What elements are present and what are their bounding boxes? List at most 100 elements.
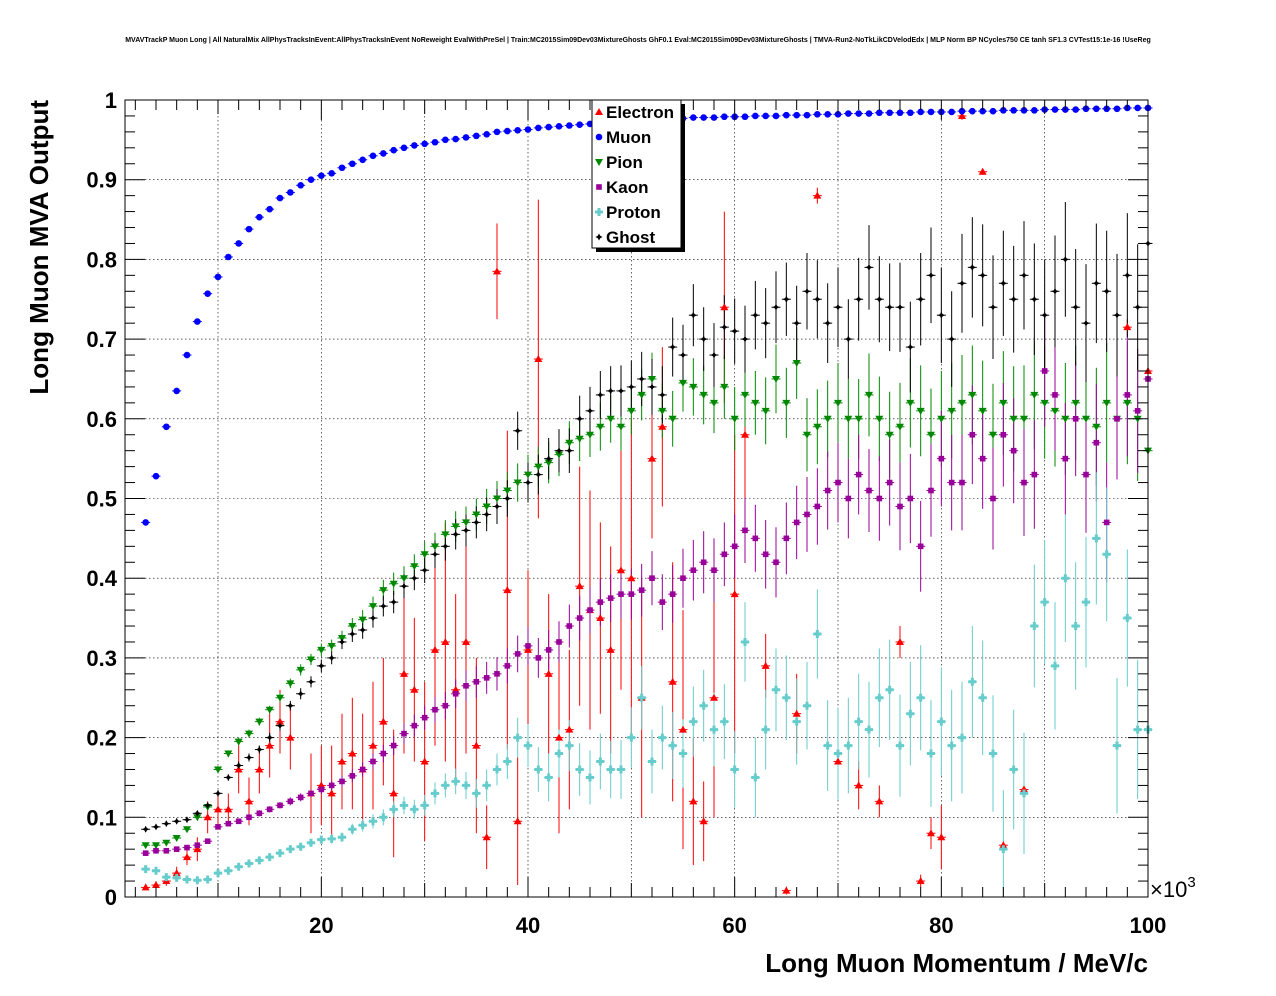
- x-axis-label: Long Muon Momentum / MeV/c: [765, 948, 1148, 978]
- pion-point: [978, 407, 987, 415]
- ghost-point: [462, 526, 470, 534]
- electron-point: [431, 645, 439, 653]
- kaon-point: [494, 671, 500, 677]
- ghost-point: [782, 295, 790, 303]
- proton-point: [472, 789, 481, 798]
- pion-point: [1020, 415, 1028, 423]
- pion-point: [410, 563, 419, 571]
- pion-point: [224, 750, 233, 758]
- kaon-point: [566, 623, 573, 629]
- electron-point: [1020, 785, 1028, 793]
- pion-point: [317, 646, 326, 654]
- kaon-point: [1093, 439, 1100, 446]
- proton-point: [958, 733, 966, 742]
- muon-point: [462, 134, 470, 141]
- pion-point: [1092, 423, 1101, 431]
- muon-point: [555, 123, 563, 130]
- ghost-point: [379, 602, 387, 610]
- ghost-point: [1123, 271, 1131, 279]
- muon-point: [411, 142, 418, 149]
- kaon-point: [690, 567, 697, 574]
- ghost-point: [1041, 311, 1049, 319]
- y-tick-label: 0.7: [86, 327, 117, 352]
- pion-point: [751, 399, 760, 407]
- ghost-point: [555, 447, 563, 455]
- pion-point: [389, 580, 398, 588]
- kaon-point: [752, 535, 759, 542]
- pion-point: [803, 431, 811, 439]
- ghost-point: [142, 825, 150, 833]
- legend-marker-kaon: [596, 184, 602, 190]
- proton-point: [617, 765, 625, 774]
- muon-point: [225, 253, 232, 261]
- ghost-point: [286, 702, 294, 710]
- ghost-point: [1113, 311, 1121, 319]
- pion-point: [896, 423, 904, 431]
- muon-point: [276, 194, 284, 202]
- electron-point: [369, 741, 377, 749]
- proton-point: [193, 876, 202, 885]
- muon-point: [845, 110, 852, 117]
- chart-title: MVAVTrackP Muon Long | All NaturalMix Al…: [125, 37, 1151, 44]
- proton-point: [141, 865, 150, 874]
- kaon-point: [618, 591, 624, 597]
- muon-point: [969, 107, 976, 115]
- pion-point: [327, 642, 336, 650]
- muon-point: [793, 111, 800, 119]
- ghost-point: [204, 801, 212, 809]
- kaon-point: [545, 647, 552, 653]
- ghost-point: [452, 530, 460, 538]
- muon-point: [235, 240, 242, 247]
- muon-point: [493, 128, 501, 136]
- electron-point: [513, 817, 522, 825]
- kaon-point: [204, 838, 211, 845]
- ghost-point: [886, 303, 894, 311]
- proton-point: [844, 741, 853, 750]
- pion-point: [1071, 399, 1080, 407]
- kaon-point: [246, 814, 252, 821]
- electron-point: [679, 725, 687, 733]
- proton-point: [875, 693, 884, 702]
- pion-point: [441, 531, 450, 539]
- proton-point: [823, 741, 832, 750]
- muon-point: [349, 160, 356, 168]
- pion-point: [524, 471, 532, 479]
- muon-point: [989, 107, 997, 115]
- kaon-point: [824, 487, 831, 494]
- axis-ticks: [125, 99, 1149, 898]
- pion-point: [400, 575, 408, 583]
- pion-point: [637, 391, 646, 399]
- electron-point: [524, 645, 532, 653]
- ghost-point: [214, 789, 222, 797]
- proton-point: [1040, 598, 1049, 607]
- electron-point: [916, 877, 925, 885]
- kaon-point: [401, 730, 407, 737]
- muon-point: [163, 423, 170, 431]
- ghost-point: [193, 809, 201, 817]
- ghost-point: [689, 311, 697, 319]
- pion-point: [710, 399, 718, 407]
- x-tick-label: 20: [309, 913, 333, 938]
- kaon-point: [266, 806, 273, 813]
- proton-point: [679, 749, 687, 758]
- proton-point: [916, 693, 925, 702]
- legend-label-ghost: Ghost: [606, 228, 655, 247]
- pion-point: [193, 814, 202, 822]
- ghost-point: [638, 375, 646, 383]
- electron-point: [575, 582, 584, 590]
- muon-point: [204, 290, 211, 297]
- ghost-point: [989, 303, 997, 311]
- muon-point: [390, 146, 397, 154]
- electron-point: [141, 883, 150, 891]
- electron-point: [1123, 323, 1132, 331]
- kaon-point: [638, 587, 645, 593]
- muon-point: [1134, 104, 1141, 112]
- ghost-point: [224, 773, 232, 781]
- kaon-point: [680, 575, 686, 581]
- proton-point: [906, 709, 915, 718]
- x-tick-label: 100: [1130, 913, 1167, 938]
- proton-point: [276, 849, 284, 858]
- ghost-point: [421, 566, 429, 574]
- kaon-point: [876, 495, 883, 502]
- electron-point: [668, 677, 677, 685]
